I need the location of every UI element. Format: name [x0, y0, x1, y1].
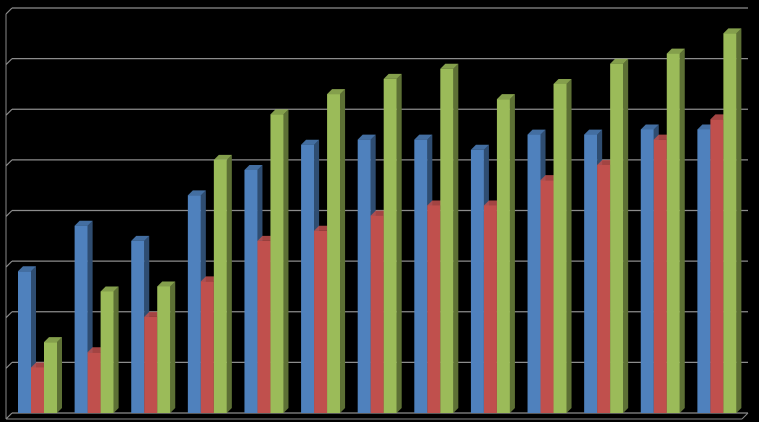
bar-top — [213, 154, 232, 160]
bar — [483, 205, 497, 413]
grid-wall-line — [5, 58, 13, 66]
bar — [597, 164, 611, 413]
bar — [213, 159, 227, 413]
grid-wall-line — [5, 108, 13, 116]
bar-side — [453, 63, 459, 413]
bar-top — [18, 266, 36, 272]
grid-wall-line — [5, 311, 13, 319]
bar-top — [640, 124, 659, 130]
bar-side — [113, 286, 119, 413]
bar — [697, 129, 711, 413]
bar — [653, 139, 667, 413]
bar — [666, 53, 680, 413]
bar — [610, 63, 624, 413]
bar-top — [244, 165, 263, 170]
bar — [440, 68, 454, 413]
bar-side — [623, 58, 629, 413]
bar — [470, 149, 484, 413]
bar-top — [327, 89, 346, 95]
grid-wall-line — [5, 7, 13, 15]
bar — [496, 99, 510, 413]
bar-top — [74, 220, 93, 226]
floor-edge — [741, 412, 749, 420]
bar — [383, 78, 397, 413]
bar — [723, 33, 737, 413]
bar-side — [566, 78, 572, 413]
bar-top — [440, 63, 459, 69]
bar-side — [170, 281, 176, 413]
bar — [31, 367, 44, 413]
bar — [553, 83, 567, 413]
bar — [314, 230, 328, 413]
bar — [527, 134, 541, 413]
bar-top — [414, 134, 433, 140]
bar-top — [610, 58, 629, 64]
bar — [414, 139, 428, 413]
bar-top — [584, 129, 603, 135]
bar — [357, 139, 371, 413]
bar-top — [44, 337, 62, 343]
bar — [44, 342, 57, 413]
bar-top — [100, 286, 119, 292]
grid-wall-line — [5, 412, 13, 420]
bar — [18, 271, 31, 413]
bar-side — [283, 109, 289, 413]
bar — [87, 352, 101, 413]
bar — [710, 119, 724, 413]
bar — [187, 195, 201, 413]
bar-top — [723, 28, 742, 34]
bar-top — [187, 190, 206, 196]
bar — [200, 281, 214, 413]
bar-top — [131, 235, 150, 241]
bar — [370, 215, 384, 413]
bar-side — [340, 89, 346, 413]
bar — [640, 129, 654, 413]
grid-wall-line — [5, 159, 13, 167]
bar-top — [383, 73, 402, 79]
bar-top — [270, 109, 289, 115]
bar — [327, 94, 341, 413]
bar-side — [509, 94, 515, 413]
bar — [540, 180, 554, 413]
grid-wall-line — [5, 260, 13, 268]
bar — [131, 240, 145, 413]
bar — [157, 286, 171, 413]
bar-top — [553, 78, 572, 84]
bar-top — [301, 139, 320, 145]
bar — [257, 240, 271, 413]
bar-side — [679, 48, 685, 413]
bar-top — [496, 94, 515, 100]
bar — [301, 144, 315, 413]
bar — [584, 134, 598, 413]
grid-wall-line — [5, 210, 13, 217]
bar-side — [736, 28, 742, 413]
bar-side — [57, 337, 62, 413]
grid-wall-line — [5, 361, 13, 369]
bar — [244, 170, 258, 413]
bar-top — [470, 144, 489, 150]
bar — [427, 205, 441, 413]
bar — [270, 114, 284, 413]
bar — [74, 225, 88, 413]
bar-top — [357, 134, 376, 140]
bar — [144, 316, 158, 413]
bar-side — [226, 154, 232, 413]
bar — [100, 291, 114, 413]
bar-top — [157, 281, 176, 287]
bar-top — [666, 48, 685, 54]
bar-top — [527, 129, 546, 135]
bar-side — [396, 73, 402, 413]
